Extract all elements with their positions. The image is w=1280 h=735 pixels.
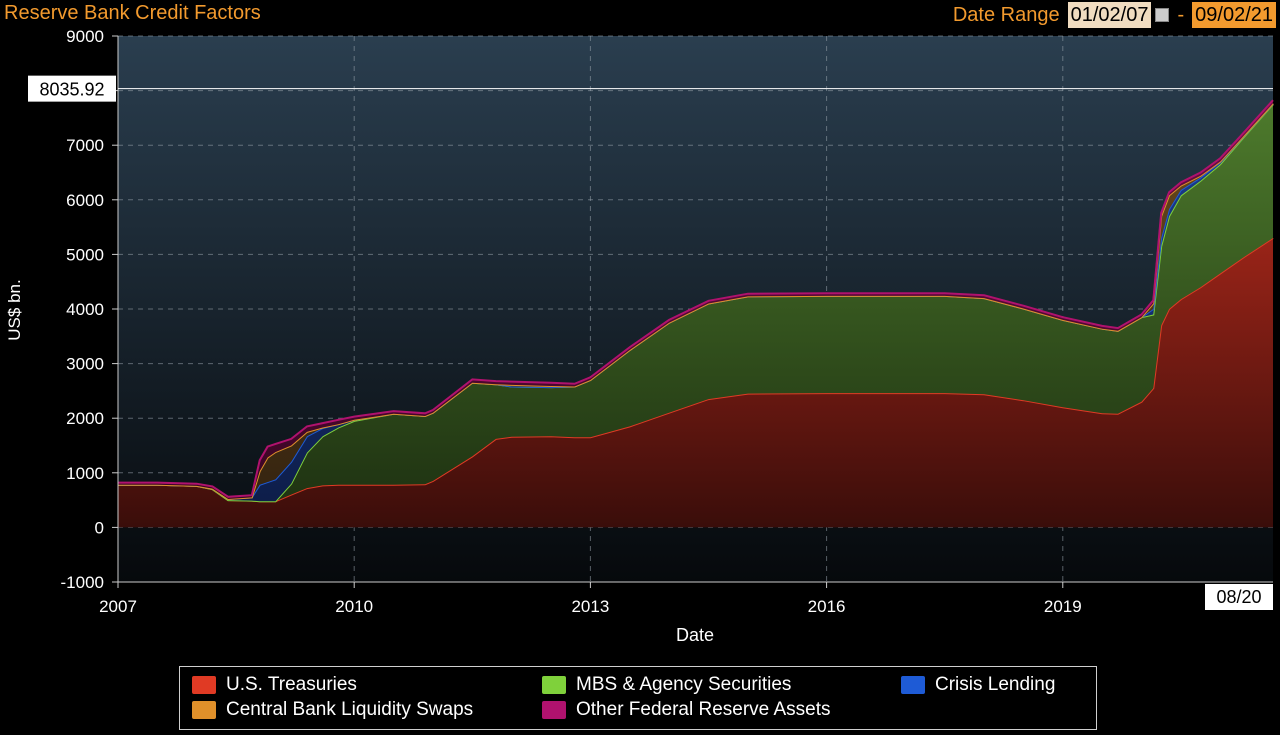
y-tick-label: 9000 — [66, 27, 104, 46]
legend-swatch — [192, 701, 216, 719]
y-tick-label: 2000 — [66, 409, 104, 428]
y-tick-label: 4000 — [66, 300, 104, 319]
legend-label: Central Bank Liquidity Swaps — [226, 699, 474, 720]
y-axis-label: US$ bn. — [5, 279, 24, 340]
y-tick-label: 6000 — [66, 191, 104, 210]
area-other-assets-line — [118, 99, 1274, 498]
x-tick-label: 2007 — [99, 597, 137, 616]
last-date-box — [1205, 584, 1273, 610]
stacked-areas — [118, 99, 1274, 528]
y-tick-label: 1000 — [66, 464, 104, 483]
legend-swatch — [542, 701, 566, 719]
calendar-icon[interactable] — [1155, 8, 1170, 22]
legend-swatch — [192, 676, 216, 694]
x-tick-label: 2019 — [1044, 597, 1082, 616]
last-value-marker: 8035.92 08/20 — [28, 75, 1273, 610]
last-date-label: 08/20 — [1216, 587, 1261, 607]
last-value-label: 8035.92 — [39, 80, 104, 100]
legend-swatch — [901, 676, 925, 694]
y-tick-label: -1000 — [61, 573, 104, 592]
y-tick-label: 7000 — [66, 136, 104, 155]
legend-item-other-assets: Other Federal Reserve Assets — [542, 699, 831, 721]
chart-area: -100001000200030004000500060007000800090… — [5, 27, 1274, 645]
x-tick-label: 2010 — [335, 597, 373, 616]
axes — [112, 35, 1273, 588]
start-date-field[interactable]: 01/02/07 — [1067, 2, 1152, 28]
x-tick-label: 2013 — [571, 597, 609, 616]
last-value-box — [28, 75, 116, 102]
legend-swatch — [542, 676, 566, 694]
legend-item-liquidity-swaps: Central Bank Liquidity Swaps — [192, 699, 473, 721]
legend-label: Crisis Lending — [935, 674, 1056, 695]
end-date-field[interactable]: 09/02/21 — [1192, 2, 1276, 28]
date-separator: - — [1177, 3, 1185, 26]
chart-title: Reserve Bank Credit Factors — [4, 2, 261, 24]
legend-label: Other Federal Reserve Assets — [576, 699, 831, 720]
date-range-label: Date Range — [952, 3, 1060, 26]
legend: U.S. Treasuries MBS & Agency Securities … — [179, 666, 1097, 730]
legend-item-mbs: MBS & Agency Securities — [542, 674, 791, 696]
area-us-treasuries — [118, 238, 1273, 528]
legend-label: MBS & Agency Securities — [576, 674, 792, 695]
y-tick-label: 0 — [95, 518, 104, 537]
title-bar: Reserve Bank Credit Factors Date Range 0… — [0, 0, 1280, 30]
legend-label: U.S. Treasuries — [226, 674, 357, 695]
x-axis-label: Date — [676, 625, 714, 645]
date-range-control: Date Range 01/02/07 - 09/02/21 — [953, 2, 1276, 28]
y-tick-label: 3000 — [66, 355, 104, 374]
y-tick-label: 5000 — [66, 245, 104, 264]
legend-item-crisis-lending: Crisis Lending — [901, 674, 1055, 696]
x-tick-label: 2016 — [808, 597, 846, 616]
legend-item-us-treasuries: U.S. Treasuries — [192, 674, 357, 696]
